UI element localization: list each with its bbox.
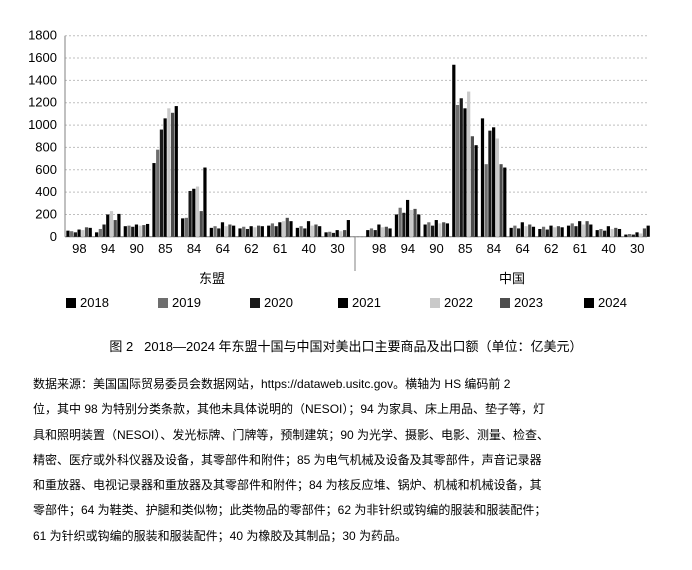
svg-text:61: 61 <box>573 241 587 256</box>
svg-text:1000: 1000 <box>28 117 57 132</box>
svg-text:90: 90 <box>429 241 443 256</box>
svg-text:40: 40 <box>302 241 316 256</box>
svg-text:0: 0 <box>50 229 57 244</box>
svg-text:94: 94 <box>101 241 115 256</box>
svg-text:800: 800 <box>35 139 57 154</box>
svg-text:64: 64 <box>216 241 230 256</box>
svg-text:84: 84 <box>487 241 501 256</box>
svg-text:2022: 2022 <box>444 295 473 310</box>
svg-text:98: 98 <box>72 241 86 256</box>
svg-text:1400: 1400 <box>28 72 57 87</box>
svg-text:30: 30 <box>630 241 644 256</box>
svg-text:62: 62 <box>244 241 258 256</box>
svg-text:2020: 2020 <box>264 295 293 310</box>
svg-text:1800: 1800 <box>28 28 57 43</box>
svg-text:2019: 2019 <box>172 295 201 310</box>
svg-text:1200: 1200 <box>28 95 57 110</box>
svg-text:30: 30 <box>330 241 344 256</box>
svg-text:61: 61 <box>273 241 287 256</box>
svg-text:94: 94 <box>401 241 415 256</box>
svg-text:62: 62 <box>544 241 558 256</box>
svg-text:40: 40 <box>601 241 615 256</box>
svg-text:中国: 中国 <box>499 271 525 286</box>
svg-text:2021: 2021 <box>352 295 381 310</box>
svg-text:2018: 2018 <box>80 295 109 310</box>
svg-text:2023: 2023 <box>514 295 543 310</box>
svg-text:90: 90 <box>129 241 143 256</box>
svg-text:200: 200 <box>35 206 57 221</box>
svg-text:2024: 2024 <box>598 295 627 310</box>
svg-text:1600: 1600 <box>28 50 57 65</box>
svg-text:98: 98 <box>372 241 386 256</box>
svg-text:600: 600 <box>35 162 57 177</box>
svg-text:东盟: 东盟 <box>199 271 225 286</box>
svg-text:84: 84 <box>187 241 201 256</box>
svg-text:400: 400 <box>35 184 57 199</box>
svg-text:64: 64 <box>515 241 529 256</box>
svg-text:85: 85 <box>158 241 172 256</box>
svg-text:85: 85 <box>458 241 472 256</box>
